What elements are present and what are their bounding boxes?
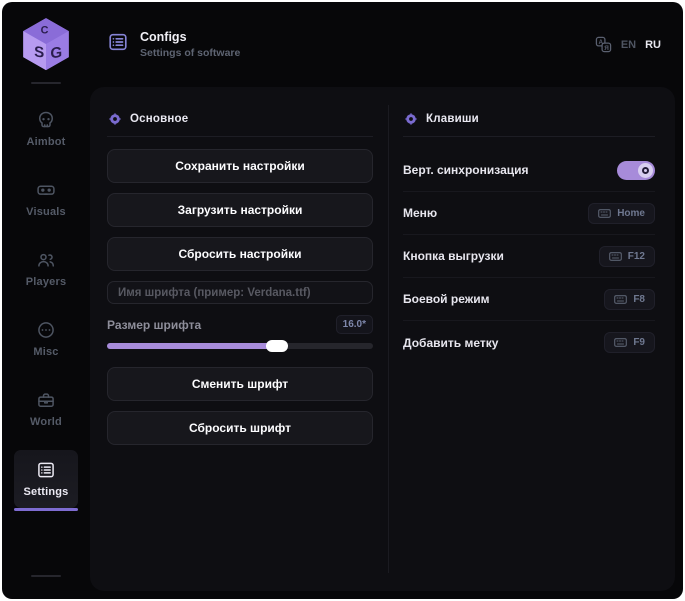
sidebar-item-label: Aimbot: [26, 136, 66, 148]
sidebar-item-settings[interactable]: Settings: [14, 450, 78, 511]
marker-keybind-button[interactable]: F9: [604, 332, 655, 353]
slider-thumb[interactable]: [266, 340, 289, 352]
slider-fill: [107, 340, 289, 352]
sidebar-item-label: Players: [25, 276, 67, 288]
keyboard-icon: [614, 338, 628, 347]
keybind-key: F9: [633, 337, 645, 348]
misc-icon: [38, 322, 54, 338]
sidebar-bottom-divider: [31, 575, 61, 577]
menu-keybind-button[interactable]: Home: [588, 202, 655, 224]
skull-icon: [39, 111, 53, 128]
key-row-label: Боевой режим: [403, 292, 490, 306]
keys-section-header: Клавиши: [403, 101, 655, 136]
key-row-vsync: Верт. синхронизация: [403, 149, 655, 192]
header: Configs Settings of software A Я EN RU: [90, 2, 683, 87]
sidebar-nav: Aimbot Visuals Players: [2, 88, 90, 511]
key-row-label: Добавить метку: [403, 335, 499, 350]
translate-icon: A Я: [595, 36, 612, 53]
svg-text:Я: Я: [604, 45, 609, 52]
font-name-input[interactable]: [107, 281, 373, 304]
lang-option-ru[interactable]: RU: [645, 38, 661, 51]
main-panel: Основное Сохранить настройки Загрузить н…: [90, 87, 675, 591]
key-row-menu: Меню Home: [403, 192, 655, 235]
keybind-key: F12: [627, 250, 645, 262]
sidebar-item-label: Visuals: [26, 206, 66, 218]
keyboard-icon: [614, 294, 628, 304]
unload-keybind-button[interactable]: F12: [598, 245, 655, 267]
toggle-knob: [638, 162, 653, 178]
page-subtitle: Settings of software: [140, 47, 241, 59]
players-icon: [38, 253, 54, 267]
language-switcher[interactable]: A Я EN RU: [595, 36, 661, 53]
lang-option-en[interactable]: EN: [620, 38, 637, 51]
world-icon: [38, 393, 54, 407]
key-row-label: Верт. синхронизация: [403, 163, 529, 177]
sidebar-item-label: Settings: [23, 486, 69, 498]
section-title: Основное: [130, 113, 189, 125]
general-section: Основное Сохранить настройки Загрузить н…: [102, 101, 378, 577]
change-font-button[interactable]: Сменить шрифт: [107, 367, 373, 401]
reset-font-button[interactable]: Сбросить шрифт: [107, 411, 373, 445]
sidebar-item-players[interactable]: Players: [14, 240, 78, 298]
header-text: Configs Settings of software: [140, 30, 240, 59]
key-row-combat: Боевой режим F8: [403, 278, 655, 321]
keyboard-icon: [598, 208, 612, 218]
sidebar-item-visuals[interactable]: Visuals: [14, 170, 78, 228]
configs-icon: [107, 31, 129, 58]
save-settings-button[interactable]: Сохранить настройки: [107, 149, 373, 183]
section-divider: [403, 136, 655, 137]
font-size-slider[interactable]: [107, 340, 373, 352]
sidebar-item-label: Misc: [33, 346, 59, 358]
sidebar-divider: [31, 82, 61, 84]
key-row-label: Меню: [403, 206, 438, 220]
column-divider: [388, 105, 389, 573]
settings-list-icon: [38, 462, 54, 478]
section-divider: [107, 136, 373, 137]
page-title: Configs: [140, 30, 187, 44]
svg-text:G: G: [50, 44, 62, 62]
key-row-unload: Кнопка выгрузки F12: [403, 235, 655, 278]
key-row-marker: Добавить метку F9: [403, 321, 655, 364]
reset-settings-button[interactable]: Сбросить настройки: [107, 237, 373, 271]
keyboard-icon: [608, 251, 622, 261]
font-size-row: Размер шрифта 16.0*: [107, 315, 373, 334]
keys-section: Клавиши Верт. синхронизация Меню Home: [397, 101, 663, 577]
header-title-group: Configs Settings of software: [107, 30, 240, 59]
load-settings-button[interactable]: Загрузить настройки: [107, 193, 373, 227]
general-section-header: Основное: [107, 101, 373, 136]
sidebar-item-label: World: [30, 416, 62, 428]
sidebar-item-aimbot[interactable]: Aimbot: [14, 100, 78, 158]
font-size-label: Размер шрифта: [107, 317, 202, 332]
key-row-label: Кнопка выгрузки: [403, 249, 504, 263]
brand-logo: S G C: [20, 16, 72, 72]
sidebar-item-world[interactable]: World: [14, 380, 78, 438]
sidebar-item-misc[interactable]: Misc: [14, 310, 78, 368]
combat-keybind-button[interactable]: F8: [604, 288, 655, 310]
vr-goggles-icon: [37, 185, 55, 195]
sidebar: S G C Aimbot: [2, 2, 90, 599]
section-title: Клавиши: [426, 113, 479, 125]
font-size-value-badge: 16.0*: [335, 315, 373, 334]
svg-text:C: C: [41, 24, 49, 36]
svg-text:A: A: [598, 39, 603, 46]
vsync-toggle[interactable]: [617, 160, 655, 180]
gear-icon: [405, 113, 417, 125]
svg-text:S: S: [34, 43, 44, 61]
gear-icon: [109, 113, 121, 125]
keybind-key: Home: [617, 207, 645, 219]
cube-logo-icon: S G C: [23, 18, 69, 71]
keybind-key: F8: [633, 293, 645, 305]
